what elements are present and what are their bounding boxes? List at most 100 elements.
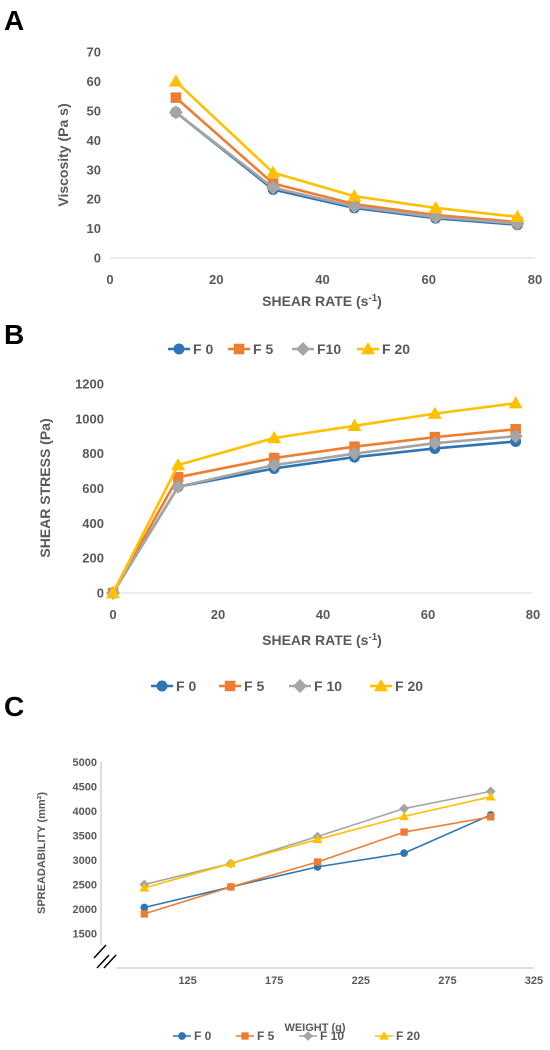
y-tick-label: 4500 [73,781,97,793]
data-point [428,210,443,225]
data-point [427,436,442,451]
y-axis-title: SHEAR STRESS (Pa) [37,418,53,557]
series-line [111,440,516,594]
series-f20 [106,396,523,599]
series-line [111,434,516,594]
legend-label: F 10 [314,678,342,694]
series-line [111,427,516,594]
series-line [111,401,516,594]
data-point [266,180,281,195]
series-f10 [106,429,523,600]
x-tick-label: 0 [109,607,116,622]
x-tick-label: 20 [209,272,223,287]
data-point [226,858,236,868]
x-axis-title-sup: -1 [368,632,377,643]
chart-panel-a: A 0 10 20 30 40 50 60 70 0 20 40 60 80 SHEAR RATE (s-1… [4,5,542,357]
x-tick-label: 0 [106,272,113,287]
x-tick-label: 60 [422,272,436,287]
x-tick-label: 175 [265,975,283,987]
series-line [174,80,518,219]
legend-label: F 5 [257,1029,275,1043]
legend-label: F 20 [382,341,410,357]
y-tick-label: 800 [82,446,104,461]
y-tick-label: 70 [87,45,101,60]
legend-item: F 0 [151,678,196,694]
legend: F 0 F 5 F 10 F 20 [173,1029,420,1043]
y-tick-label: 60 [87,74,101,89]
data-point [510,209,525,223]
legend-item: F 0 [168,341,213,357]
legend-item: F 10 [289,678,342,694]
chart-panel-b: B 0 200 400 600 800 1000 1200 0 20 40 60 80 SHEAR RAT… [4,319,540,694]
legend-label: F 5 [253,341,273,357]
legend-marker [178,1032,186,1040]
legend-label: F 20 [395,678,423,694]
data-point [172,471,184,483]
series-f20 [168,74,525,223]
data-point [313,858,322,866]
data-point [508,396,523,409]
y-axis-title: SPREADABILITY (mm²) [36,792,48,914]
legend-item: F 20 [375,1029,420,1043]
x-axis-title: SHEAR RATE (s-1) [262,632,382,648]
x-tick-label: 20 [211,607,225,622]
panel-letter: C [4,691,24,722]
data-point [428,200,443,214]
legend-marker [156,680,168,692]
y-tick-label: 4000 [73,806,97,818]
axis-break-mark [96,954,110,969]
y-axis-title: Viscosity (Pa s) [55,103,71,206]
legend-item: F 5 [228,341,273,357]
data-point [267,457,282,472]
x-axis-title-main: SHEAR RATE (s [262,632,369,648]
y-tick-label: 20 [87,192,101,207]
x-tick-label: 325 [525,975,543,987]
data-point [106,586,120,599]
y-tick-label: 1500 [73,928,97,940]
y-tick-label: 0 [94,251,101,266]
legend-item: F 5 [236,1029,275,1043]
x-tick-label: 125 [178,975,196,987]
x-tick-label: 275 [438,975,456,987]
data-point [485,791,496,801]
data-point [399,803,409,814]
x-tick-label: 225 [352,975,370,987]
data-point [312,834,323,844]
series-f20 [139,791,496,892]
data-point [400,828,408,836]
data-point [347,446,362,461]
data-point [347,189,362,202]
x-axis-title-main: WEIGHT (g) [284,1022,345,1034]
y-tick-label: 3500 [73,830,97,842]
data-point [267,430,282,444]
legend-label: F 20 [396,1029,420,1043]
y-tick-label: 5000 [73,757,97,769]
x-axis-title-end: ) [377,293,382,309]
y-tick-label: 2500 [73,879,97,891]
legend-marker [361,342,375,355]
x-axis-title-main: SHEAR RATE (s [262,293,369,309]
y-tick-label: 3000 [73,855,97,867]
data-point [170,92,182,103]
data-point [487,813,495,821]
legend-marker [374,679,388,692]
legend: F 0 F 5 F10 F 20 [168,341,410,357]
y-tick-label: 0 [97,586,104,601]
data-point [399,811,409,821]
chart-panel-c: C 1500 2000 2500 3000 3500 4000 4500 5000 125 175 2… [4,691,543,1043]
x-axis-title-end: ) [377,632,382,648]
data-point [140,903,149,912]
y-tick-label: 10 [87,221,101,236]
y-tick-label: 50 [87,103,101,118]
y-tick-label: 600 [82,481,104,496]
legend-item: F 0 [173,1029,212,1043]
data-point [168,105,183,120]
y-tick-label: 1200 [75,377,104,392]
data-point [266,165,281,178]
legend-item: F 20 [370,678,423,694]
legend-marker [173,343,185,355]
y-tick-label: 40 [87,133,101,148]
data-point [400,849,408,857]
legend-label: F 5 [244,678,264,694]
